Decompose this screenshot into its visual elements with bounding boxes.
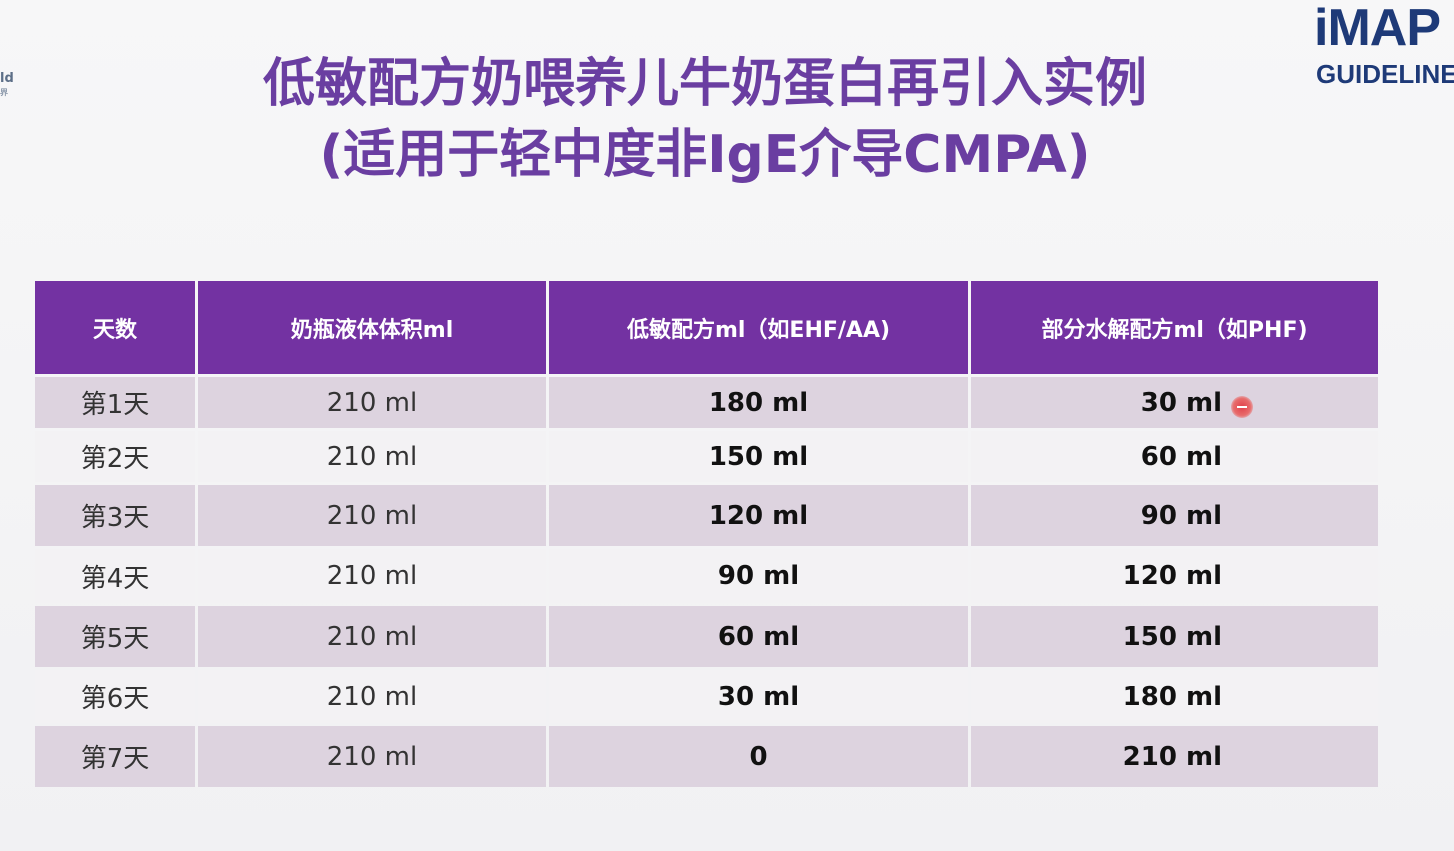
partial-logo-left: ld 界 — [0, 71, 14, 98]
cell-volume: 210 ml — [198, 549, 546, 603]
cell-phf: 150 ml — [971, 606, 1378, 667]
cell-volume: 210 ml — [198, 670, 546, 723]
table-row: 第1天 210 ml 180 ml 30 ml — [35, 377, 1378, 428]
imap-logo: iMAP GUIDELINE — [1312, 0, 1454, 95]
cell-day: 第2天 — [35, 431, 195, 482]
cell-phf: 180 ml — [971, 670, 1378, 723]
cell-volume: 210 ml — [198, 485, 546, 546]
cell-volume: 210 ml — [198, 431, 546, 482]
table-row: 第2天 210 ml 150 ml 60 ml — [35, 431, 1378, 482]
header-hypoallergenic-formula: 低敏配方ml（如EHF/AA) — [549, 281, 968, 374]
header-days: 天数 — [35, 281, 195, 374]
cell-volume: 210 ml — [198, 726, 546, 787]
table-row: 第3天 210 ml 120 ml 90 ml — [35, 485, 1378, 546]
cell-phf: 60 ml — [971, 431, 1378, 482]
cell-hypo: 0 — [549, 726, 968, 787]
cell-hypo: 150 ml — [549, 431, 968, 482]
cell-day: 第6天 — [35, 670, 195, 723]
cell-phf: 210 ml — [971, 726, 1378, 787]
slide-subtitle: (适用于轻中度非IgE介导CMPA) — [319, 125, 1091, 185]
imap-logo-word: iMAP — [1314, 0, 1441, 57]
cell-hypo: 90 ml — [549, 549, 968, 603]
table-row: 第5天 210 ml 60 ml 150 ml — [35, 606, 1378, 667]
cell-hypo: 60 ml — [549, 606, 968, 667]
table-row: 第7天 210 ml 0 210 ml — [35, 726, 1378, 787]
cell-hypo: 180 ml — [549, 377, 968, 428]
cell-volume: 210 ml — [198, 377, 546, 428]
cell-phf: 90 ml — [971, 485, 1378, 546]
header-partially-hydrolysed-formula: 部分水解配方ml（如PHF) — [971, 281, 1378, 374]
pointer-cursor — [1231, 396, 1253, 418]
cell-phf: 120 ml — [971, 549, 1378, 603]
header-bottle-volume: 奶瓶液体体积ml — [198, 281, 546, 374]
reintroduction-table: 天数 奶瓶液体体积ml 低敏配方ml（如EHF/AA) 部分水解配方ml（如PH… — [32, 278, 1381, 790]
cell-hypo: 120 ml — [549, 485, 968, 546]
cell-day: 第4天 — [35, 549, 195, 603]
cell-hypo: 30 ml — [549, 670, 968, 723]
cell-day: 第1天 — [35, 377, 195, 428]
cell-day: 第7天 — [35, 726, 195, 787]
cell-day: 第5天 — [35, 606, 195, 667]
table-row: 第6天 210 ml 30 ml 180 ml — [35, 670, 1378, 723]
table-header-row: 天数 奶瓶液体体积ml 低敏配方ml（如EHF/AA) 部分水解配方ml（如PH… — [35, 281, 1378, 374]
cell-phf: 30 ml — [971, 377, 1378, 428]
table-row: 第4天 210 ml 90 ml 120 ml — [35, 549, 1378, 603]
cell-day: 第3天 — [35, 485, 195, 546]
imap-logo-guideline: GUIDELINE — [1316, 59, 1454, 89]
cell-volume: 210 ml — [198, 606, 546, 667]
slide-title: 低敏配方奶喂养儿牛奶蛋白再引入实例 — [262, 54, 1147, 114]
